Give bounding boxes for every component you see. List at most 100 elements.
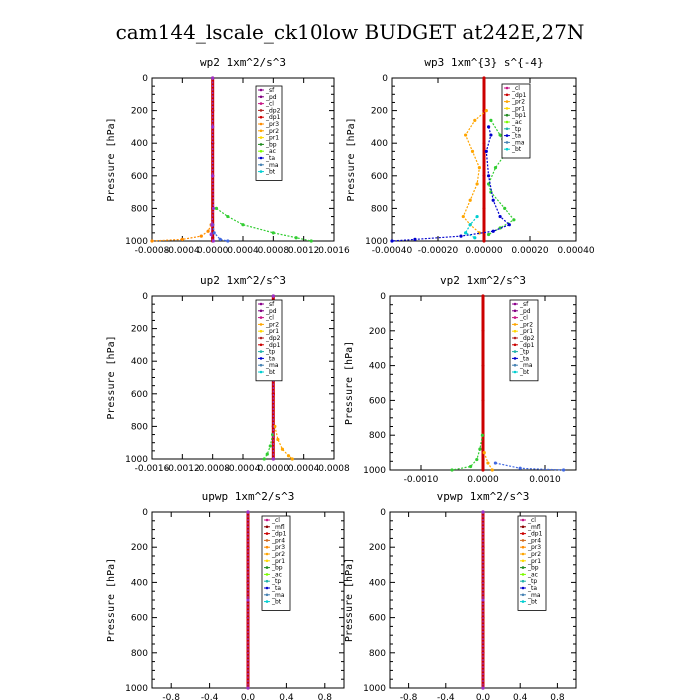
- x-tick-label: -0.0008: [135, 246, 170, 256]
- legend-entry: _dp1: [265, 342, 281, 349]
- y-tick-label: 0: [142, 292, 148, 302]
- legend-entry: _dp2: [265, 107, 281, 114]
- legend-marker: [505, 93, 509, 97]
- series-point-ta: [489, 133, 493, 137]
- y-tick-label: 0: [142, 508, 148, 518]
- series-point-sf: [481, 329, 485, 333]
- panel-title: wp3 1xm^{3} s^{-4}: [424, 56, 543, 69]
- series-point-bt: [475, 214, 479, 219]
- y-axis-label: Pressure [hPa]: [106, 335, 117, 419]
- series-point-pr1: [276, 437, 280, 442]
- legend-entry: _ac: [271, 571, 282, 578]
- legend-entry: _ta: [265, 355, 275, 362]
- panel-title: upwp 1xm^2/s^3: [202, 490, 295, 503]
- legend-marker: [265, 518, 269, 522]
- series-point-dp1: [475, 457, 479, 462]
- legend-entry: _ta: [519, 355, 529, 362]
- y-tick-label: 0: [380, 508, 386, 518]
- legend-entry: _pr3: [265, 121, 279, 128]
- y-tick-label: 800: [131, 649, 148, 659]
- plot-frame: [151, 77, 335, 242]
- legend-marker: [265, 593, 269, 597]
- y-tick-label: 800: [369, 649, 386, 659]
- x-tick-label: 0.8: [550, 693, 565, 700]
- y-tick-label: 200: [131, 107, 148, 117]
- legend-marker: [513, 309, 517, 313]
- y-tick-label: 1000: [125, 237, 148, 247]
- legend-marker: [505, 120, 509, 124]
- x-tick-label: -0.8: [162, 693, 180, 700]
- x-tick-label: 0.0012: [288, 246, 320, 256]
- series-point-ta: [491, 229, 495, 233]
- series-point-pr1: [484, 109, 488, 113]
- series-point-bt: [473, 236, 477, 240]
- series-line-ta: [495, 462, 564, 471]
- series-point-ta: [493, 461, 497, 465]
- series-line-pr1: [274, 426, 293, 460]
- x-tick-label: -0.0004: [226, 464, 261, 474]
- series-point-pr1: [464, 133, 468, 137]
- legend-entry: _bp: [527, 565, 539, 572]
- legend-entry: _bt: [511, 146, 522, 153]
- legend-marker: [521, 518, 525, 522]
- legend-marker: [521, 593, 525, 597]
- series-point-bp: [294, 236, 298, 240]
- legend-marker: [259, 95, 263, 99]
- legend-marker: [259, 363, 263, 367]
- x-tick-label: 0.4: [279, 693, 294, 700]
- y-tick-label: 1000: [363, 466, 386, 476]
- legend-marker: [265, 579, 269, 583]
- legend-marker: [521, 552, 525, 556]
- series-point-dp1: [262, 457, 266, 461]
- x-tick-label: -0.0008: [195, 464, 230, 474]
- series-point-ac: [512, 218, 516, 222]
- legend-marker: [505, 134, 509, 137]
- legend-entry: _bt: [519, 369, 530, 376]
- legend-marker: [259, 129, 263, 133]
- chart-panel-3: up2 1xm^2/s^302004006008001000-0.0016-0.…: [106, 274, 350, 474]
- series-point-ta: [491, 198, 495, 202]
- x-tick-label: 0.0010: [529, 475, 561, 485]
- series-point-pr1: [470, 149, 475, 153]
- series-point-dp1: [265, 452, 269, 456]
- y-tick-label: 600: [131, 172, 148, 182]
- legend-entry: _cl: [265, 315, 274, 322]
- legend-entry: _tp: [527, 578, 537, 585]
- legend-entry: _pr2: [265, 321, 279, 328]
- series-point-pr1: [180, 237, 184, 241]
- legend-entry: _dp2: [519, 335, 535, 342]
- legend-entry: _ta: [511, 133, 521, 140]
- series-point-bt: [464, 231, 468, 235]
- legend-marker: [259, 109, 263, 112]
- series-point-bt: [468, 223, 472, 227]
- series-point-ta: [459, 234, 463, 238]
- legend-marker: [505, 113, 509, 117]
- chart-panel-2: wp3 1xm^{3} s^{-4}02004006008001000-0.00…: [346, 56, 595, 256]
- y-tick-label: 800: [131, 204, 148, 214]
- x-tick-label: 0.0: [476, 693, 491, 700]
- legend-marker: [521, 525, 525, 529]
- x-tick-label: -0.00020: [418, 246, 459, 256]
- legend-entry: _pr3: [271, 544, 285, 551]
- legend-entry: _pr4: [271, 537, 285, 544]
- legend-entry: _cl: [265, 101, 274, 108]
- legend-marker: [521, 600, 525, 603]
- legend-marker: [259, 316, 263, 319]
- series-point-dp1: [268, 444, 272, 448]
- legend-marker: [259, 343, 263, 347]
- legend-entry: _pr1: [519, 328, 533, 335]
- legend-entry: _dp1: [519, 342, 535, 349]
- series-point-sf: [481, 294, 485, 298]
- legend-entry: _tp: [519, 349, 529, 356]
- y-tick-label: 400: [369, 362, 386, 372]
- series-line-dp1: [451, 435, 483, 471]
- y-tick-label: 600: [131, 614, 148, 624]
- panel-title: vpwp 1xm^2/s^3: [437, 490, 530, 503]
- series-point-bt: [211, 174, 215, 178]
- legend-marker: [259, 370, 263, 374]
- legend-marker: [513, 336, 517, 340]
- legend-marker: [265, 525, 269, 529]
- panel-title: up2 1xm^2/s^3: [200, 274, 286, 287]
- series-point-sf: [481, 398, 485, 402]
